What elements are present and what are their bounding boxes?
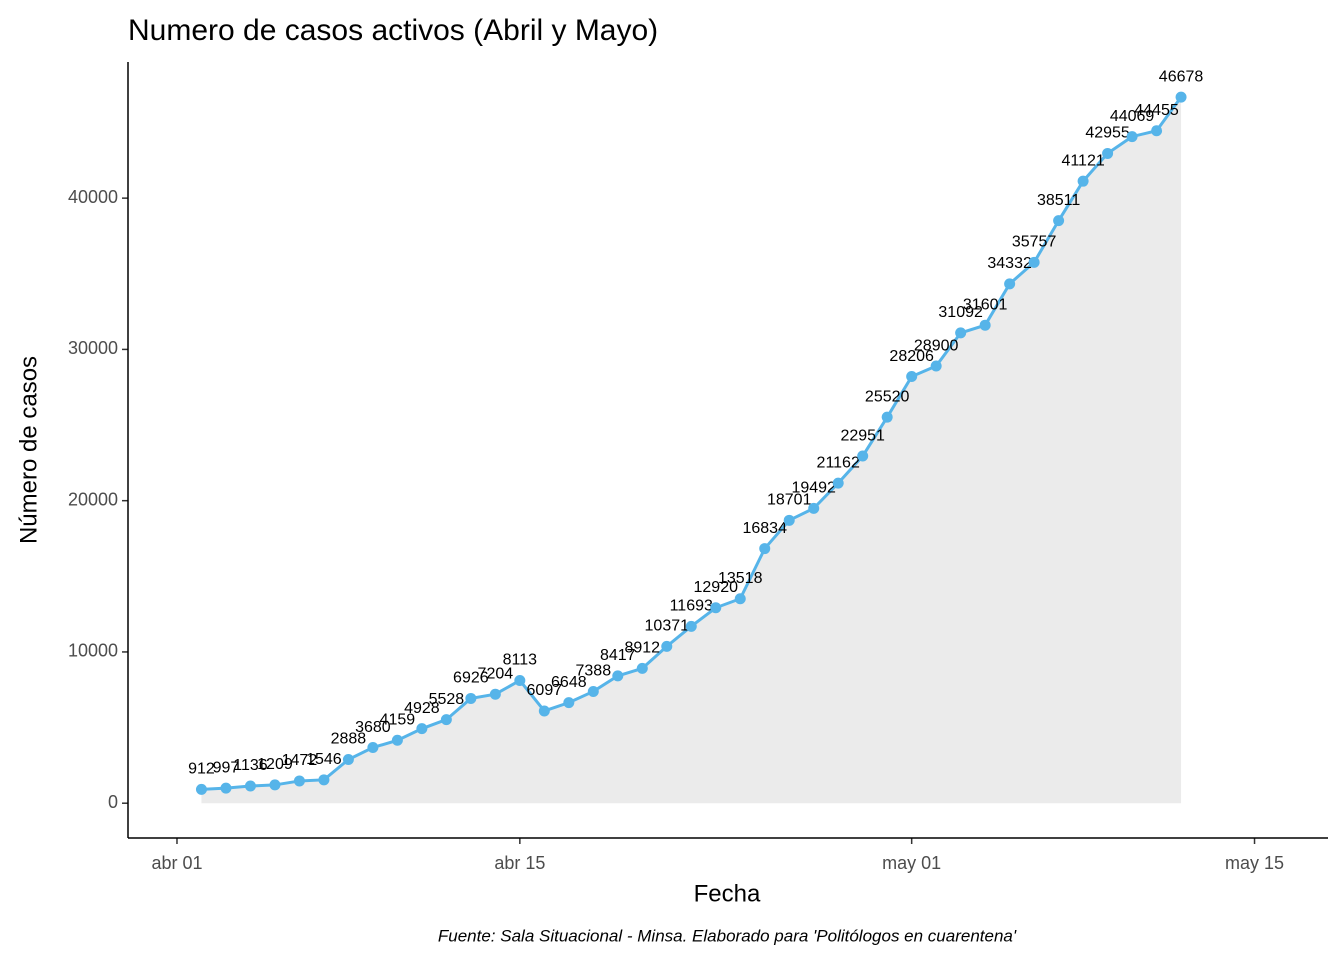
y-tick-label: 10000 <box>68 641 118 661</box>
x-tick-label: may 15 <box>1225 853 1284 873</box>
data-label: 13518 <box>718 570 763 587</box>
data-label: 10371 <box>645 618 690 635</box>
point <box>391 734 403 746</box>
data-label: 34332 <box>987 255 1032 272</box>
data-label: 6648 <box>551 674 587 691</box>
point <box>244 780 256 792</box>
point <box>979 319 991 331</box>
point <box>661 640 673 652</box>
data-label: 21162 <box>817 454 860 471</box>
point <box>538 705 550 717</box>
point <box>440 714 452 726</box>
point <box>857 450 869 462</box>
point <box>783 514 795 526</box>
data-label: 25520 <box>865 388 910 405</box>
data-label: 16834 <box>742 520 787 537</box>
point <box>1028 256 1040 268</box>
point <box>759 543 771 555</box>
point <box>1077 175 1089 187</box>
point <box>710 602 722 614</box>
data-label: 997 <box>213 759 240 776</box>
point <box>195 783 207 795</box>
point <box>1053 215 1065 227</box>
data-label: 6097 <box>527 682 563 699</box>
point <box>220 782 232 794</box>
data-label: 31092 <box>938 304 983 321</box>
point <box>269 779 281 791</box>
data-label: 6926 <box>453 670 489 687</box>
x-tick-label: may 01 <box>882 853 941 873</box>
data-label: 1209 <box>257 756 293 773</box>
data-label: 8912 <box>624 640 660 657</box>
point <box>342 754 354 766</box>
point <box>563 697 575 709</box>
data-label: 4928 <box>404 700 440 717</box>
point <box>955 327 967 339</box>
data-label: 19492 <box>791 480 836 497</box>
data-label: 42955 <box>1085 125 1130 142</box>
point <box>808 502 820 514</box>
y-tick-label: 30000 <box>68 338 118 358</box>
point <box>1126 131 1138 143</box>
data-label: 1472 <box>282 752 318 769</box>
data-label: 7388 <box>576 663 612 680</box>
data-label: 4159 <box>380 712 416 729</box>
data-label: 22951 <box>840 427 885 444</box>
data-label: 8417 <box>600 647 636 664</box>
point <box>734 593 746 605</box>
point <box>832 477 844 489</box>
data-label: 2888 <box>331 731 367 748</box>
point <box>906 371 918 383</box>
data-label: 35757 <box>1012 234 1057 251</box>
point <box>612 670 624 682</box>
data-label: 1136 <box>233 757 268 774</box>
data-label: 8113 <box>503 652 538 669</box>
point <box>881 411 893 423</box>
data-label: 28900 <box>914 337 959 354</box>
point <box>636 662 648 674</box>
data-label: 46678 <box>1159 68 1204 85</box>
y-tick-label: 40000 <box>68 187 118 207</box>
data-label: 3680 <box>355 719 391 736</box>
point <box>587 685 599 697</box>
data-label: 31601 <box>963 296 1008 313</box>
point <box>489 688 501 700</box>
point <box>685 620 697 632</box>
data-label: 7204 <box>478 665 514 682</box>
point <box>367 742 379 754</box>
x-tick-label: abr 01 <box>151 853 202 873</box>
point <box>416 723 428 735</box>
point <box>293 775 305 787</box>
point <box>1175 91 1187 103</box>
y-tick-label: 0 <box>108 792 118 812</box>
point <box>514 674 526 686</box>
area <box>201 97 1182 804</box>
x-axis-label: Fecha <box>694 880 761 907</box>
data-label: 41121 <box>1061 152 1104 169</box>
y-axis-label: Número de casos <box>15 356 42 544</box>
data-label: 18701 <box>767 492 812 509</box>
data-label: 38511 <box>1037 192 1080 209</box>
chart-title: Numero de casos activos (Abril y Mayo) <box>128 14 658 47</box>
x-tick-label: abr 15 <box>494 853 545 873</box>
data-label: 12920 <box>694 579 739 596</box>
point <box>1004 278 1016 290</box>
point <box>930 360 942 372</box>
data-label: 1546 <box>306 751 342 768</box>
point <box>318 774 330 786</box>
data-label: 912 <box>188 761 215 778</box>
data-label: 44069 <box>1110 108 1155 125</box>
data-label: 44455 <box>1134 102 1179 119</box>
point <box>1102 147 1114 159</box>
data-label: 5528 <box>429 691 465 708</box>
caption: Fuente: Sala Situacional - Minsa. Elabor… <box>438 926 1017 945</box>
y-tick-label: 20000 <box>68 489 118 509</box>
point <box>1151 125 1163 137</box>
point <box>465 692 477 704</box>
data-label: 28206 <box>889 348 934 365</box>
data-label: 11693 <box>670 598 713 615</box>
